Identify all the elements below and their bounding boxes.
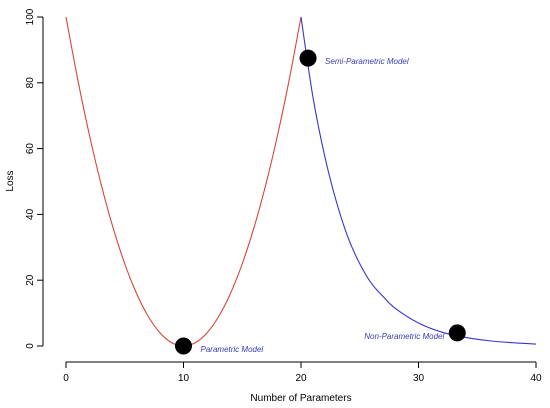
- series-layer: [65, 16, 537, 347]
- y-tick-label-60: 60: [25, 143, 36, 155]
- x-tick-label-20: 20: [295, 373, 307, 384]
- x-tick-label-10: 10: [178, 373, 190, 384]
- x-tick-label-30: 30: [413, 373, 425, 384]
- model-point-2: [299, 49, 317, 67]
- y-tick-label-100: 100: [25, 8, 36, 25]
- y-tick-label-40: 40: [25, 208, 36, 220]
- x-tick-label-0: 0: [63, 373, 69, 384]
- points-layer: Parametric Model Semi-Parametric Model Non…: [175, 49, 466, 355]
- model-point-label-2: Semi-Parametric Model: [325, 57, 409, 66]
- y-axis-title: Loss: [5, 170, 16, 191]
- y-tick-label-0: 0: [25, 343, 36, 349]
- model-point-1: [175, 337, 192, 355]
- y-tick-label-80: 80: [25, 77, 36, 89]
- model-point-label-1: Parametric Model: [201, 345, 264, 354]
- x-tick-label-40: 40: [530, 373, 542, 384]
- series-line-2: [300, 16, 537, 345]
- x-axis-title: Number of Parameters: [250, 393, 351, 404]
- y-tick-label-20: 20: [25, 274, 36, 286]
- model-point-3: [448, 324, 466, 342]
- series-line-1: [65, 16, 302, 347]
- model-point-label-3: Non-Parametric Model: [364, 332, 444, 341]
- axes-layer: 0 10 20 30 40 0 20 40 60 80 100: [25, 8, 542, 384]
